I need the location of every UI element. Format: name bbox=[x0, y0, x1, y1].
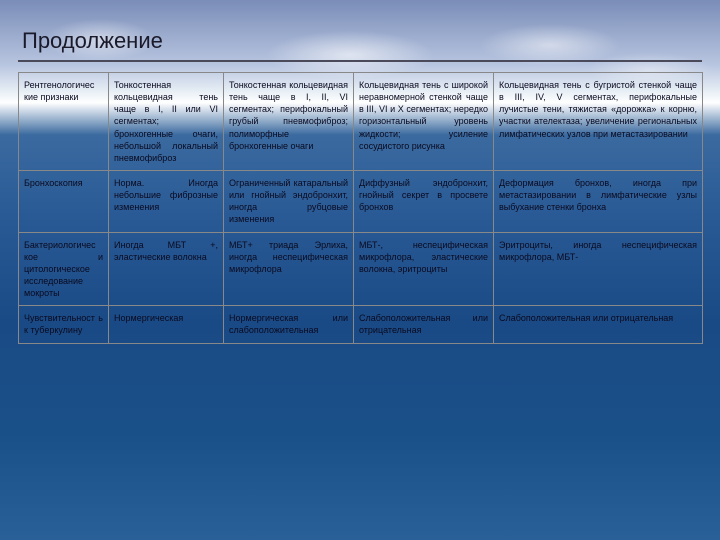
table-row: Бронхоскопия Норма. Иногда небольшие фиб… bbox=[19, 170, 703, 232]
cell: Нормергическая bbox=[109, 306, 224, 343]
cell: Рентгенологичес кие признаки bbox=[19, 73, 109, 171]
cell: Бронхоскопия bbox=[19, 170, 109, 232]
cell: Иногда МБТ +, эластические волокна bbox=[109, 232, 224, 306]
cell: Кольцевидная тень с бугристой стенкой ча… bbox=[494, 73, 703, 171]
cell: Диффузный эндобронхит, гнойный секрет в … bbox=[354, 170, 494, 232]
cell: Тонкостенная кольцевидная тень чаще в I,… bbox=[224, 73, 354, 171]
cell: МБТ+ триада Эрлиха, иногда неспецифическ… bbox=[224, 232, 354, 306]
cell: Кольцевидная тень с широкой неравномерно… bbox=[354, 73, 494, 171]
cell: Норма. Иногда небольшие фиброзные измене… bbox=[109, 170, 224, 232]
table-row: Бактериологичес кое и цитологическое исс… bbox=[19, 232, 703, 306]
table-row: Рентгенологичес кие признаки Тонкостенна… bbox=[19, 73, 703, 171]
cell: Бактериологичес кое и цитологическое исс… bbox=[19, 232, 109, 306]
cell: Тонкостенная кольцевидная тень чаще в I,… bbox=[109, 73, 224, 171]
cell: МБТ-, неспецифическая микрофлора, эласти… bbox=[354, 232, 494, 306]
cell: Ограниченный катаральный или гнойный энд… bbox=[224, 170, 354, 232]
comparison-table: Рентгенологичес кие признаки Тонкостенна… bbox=[18, 72, 703, 344]
title-underline bbox=[18, 60, 702, 62]
cell: Эритроциты, иногда неспецифическая микро… bbox=[494, 232, 703, 306]
table-row: Чувствительност ь к туберкулину Нормерги… bbox=[19, 306, 703, 343]
cell: Чувствительност ь к туберкулину bbox=[19, 306, 109, 343]
cell: Нормергическая или слабоположительная bbox=[224, 306, 354, 343]
page-title: Продолжение bbox=[22, 28, 163, 54]
cell: Деформация бронхов, иногда при метастази… bbox=[494, 170, 703, 232]
cell: Слабоположительная или отрицательная bbox=[494, 306, 703, 343]
cell: Слабоположительная или отрицательная bbox=[354, 306, 494, 343]
